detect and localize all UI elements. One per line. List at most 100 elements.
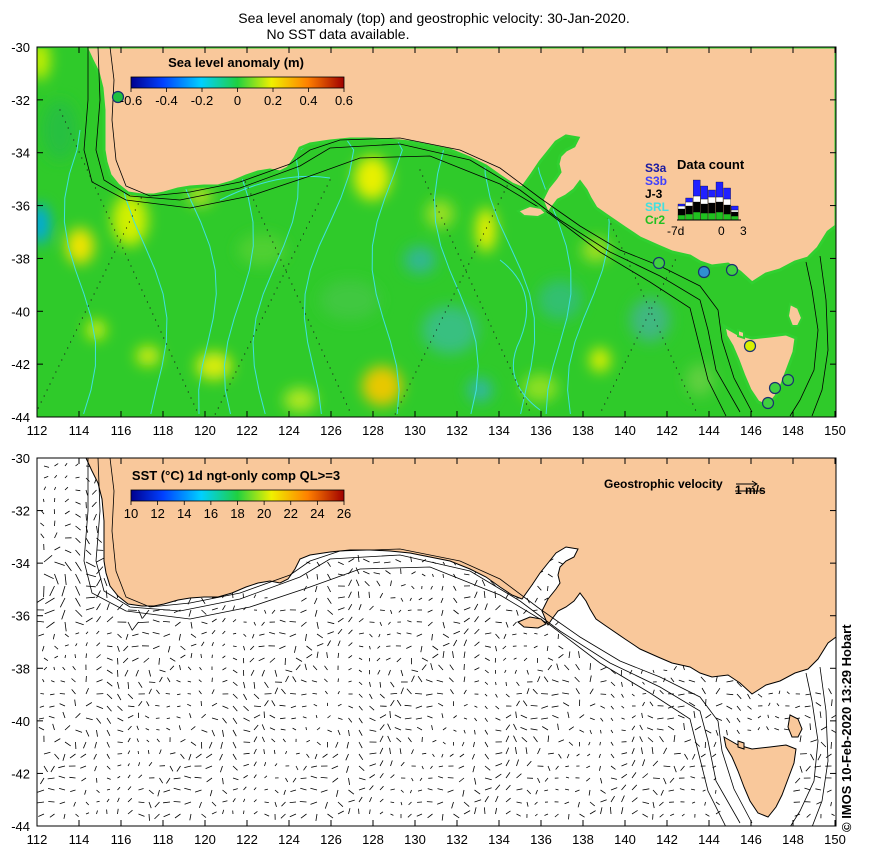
lon-tick-label: 128 [362, 832, 384, 847]
velocity-scale: Geostrophic velocity 1 m/s [604, 477, 766, 497]
data-count-legend-entry: S3b [645, 174, 667, 188]
colorbar-tick-label: -0.6 [120, 93, 142, 108]
figure-title: Sea level anomaly (top) and geostrophic … [238, 10, 629, 26]
data-count-xtick-end: 3 [740, 224, 747, 238]
australia-land-bottom [37, 458, 836, 695]
lon-tick-label: 120 [194, 423, 216, 438]
data-count-legend-entry: S3a [645, 161, 667, 175]
sst-colorbar-ticks: 10 12 14 16 18 20 22 24 26 [124, 501, 351, 521]
velocity-scale-label: Geostrophic velocity [604, 477, 723, 491]
king-island [737, 328, 745, 340]
colorbar-tick-label: 0.6 [335, 93, 353, 108]
lon-tick-label: 130 [404, 832, 426, 847]
bathymetry-contours-bottom [83, 458, 829, 826]
geostrophic-velocity-arrows [37, 462, 836, 821]
figure-subtitle: No SST data available. [267, 26, 410, 42]
data-count-legend-entry: J-3 [645, 187, 663, 201]
data-count-xtick-start: -7d [667, 224, 684, 238]
data-count-title: Data count [677, 157, 745, 172]
lat-tick-label: -30 [11, 40, 30, 55]
velocity-scale-arrowhead [751, 480, 758, 488]
lon-tick-label: 132 [446, 832, 468, 847]
colorbar-tick-label: 12 [150, 506, 164, 521]
colorbar-tick-label: 20 [257, 506, 271, 521]
lon-tick-label: 142 [656, 832, 678, 847]
colorbar-tick-label: 22 [284, 506, 298, 521]
lon-tick-label: 148 [782, 832, 804, 847]
lon-tick-label: 146 [740, 423, 762, 438]
colorbar-tick-label: 24 [310, 506, 324, 521]
lon-tick-label: 142 [656, 423, 678, 438]
flinders-island-bottom [787, 714, 803, 738]
lat-tick-label: -44 [11, 410, 30, 425]
top-panel-axes: 112 114 116 118 120 122 124 126 128 130 132 134 136 1… [11, 40, 846, 438]
colorbar-tick-label: 14 [177, 506, 191, 521]
lon-tick-label: 120 [194, 832, 216, 847]
lon-tick-label: 146 [740, 832, 762, 847]
data-count-legend-entry: SRL [645, 200, 669, 214]
velocity-scale-value: 1 m/s [735, 483, 766, 497]
king-island-bottom [737, 740, 745, 750]
lon-tick-label: 134 [488, 832, 510, 847]
lon-tick-label: 134 [488, 423, 510, 438]
colorbar-tick-label: 26 [337, 506, 351, 521]
kangaroo-island [516, 204, 548, 219]
colorbar-tick-label: 0 [234, 93, 241, 108]
lon-tick-label: 126 [320, 423, 342, 438]
flinders-island [786, 302, 804, 327]
bottom-panel: SST (°C) 1d ngt-only comp QL>=3 10 12 14 16… [11, 451, 846, 847]
colorbar-tick-label: -0.2 [191, 93, 213, 108]
lon-tick-label: 138 [572, 832, 594, 847]
lat-tick-label: -34 [11, 556, 30, 571]
lon-tick-label: 130 [404, 423, 426, 438]
lon-tick-label: 140 [614, 832, 636, 847]
tasmania-land-bottom [723, 736, 797, 818]
lon-tick-label: 118 [153, 832, 174, 847]
colorbar-tick-label: -0.4 [155, 93, 177, 108]
top-panel: Sea level anomaly (m) -0.6 -0.4 -0.2 0 0.2 0.… [11, 40, 846, 438]
lon-tick-label: 118 [153, 423, 174, 438]
lon-tick-label: 136 [530, 423, 552, 438]
lat-tick-label: -38 [11, 251, 30, 266]
sst-colorbar-bar [130, 489, 345, 502]
lon-tick-label: 144 [698, 832, 720, 847]
top-panel-frame [36, 46, 837, 418]
lon-tick-label: 112 [27, 832, 48, 847]
lon-tick-label: 124 [278, 423, 300, 438]
sla-colorbar: Sea level anomaly (m) -0.6 -0.4 -0.2 0 0.2 0.… [120, 55, 353, 108]
lon-tick-label: 132 [446, 423, 468, 438]
colorbar-tick-label: 0.4 [299, 93, 317, 108]
sla-colorbar-title: Sea level anomaly (m) [168, 55, 304, 70]
lon-tick-label: 122 [236, 832, 258, 847]
data-count-xtick-zero: 0 [718, 224, 725, 238]
lat-tick-label: -42 [11, 766, 30, 781]
lat-tick-label: -36 [11, 199, 30, 214]
colorbar-tick-label: 18 [230, 506, 244, 521]
lon-tick-label: 150 [824, 423, 846, 438]
kangaroo-island-bottom [517, 616, 547, 629]
lat-tick-label: -40 [11, 304, 30, 319]
tide-gauge-markers [111, 90, 795, 410]
data-count-legend-entry: Cr2 [645, 213, 665, 227]
sla-colorbar-bar [130, 76, 345, 89]
lat-tick-label: -40 [11, 714, 30, 729]
lon-tick-label: 122 [236, 423, 258, 438]
data-count-bars [677, 179, 739, 221]
lon-tick-label: 126 [320, 832, 342, 847]
lat-tick-label: -34 [11, 146, 30, 161]
lon-tick-label: 116 [111, 832, 132, 847]
lon-tick-label: 136 [530, 832, 552, 847]
lat-tick-label: -38 [11, 661, 30, 676]
lat-tick-label: -42 [11, 357, 30, 372]
lon-tick-label: 124 [278, 832, 300, 847]
colorbar-tick-label: 16 [204, 506, 218, 521]
lat-tick-label: -32 [11, 93, 30, 108]
lon-tick-label: 128 [362, 423, 384, 438]
lon-tick-label: 144 [698, 423, 720, 438]
colorbar-tick-label: 10 [124, 506, 138, 521]
lon-tick-label: 116 [111, 423, 132, 438]
lon-tick-label: 148 [782, 423, 804, 438]
